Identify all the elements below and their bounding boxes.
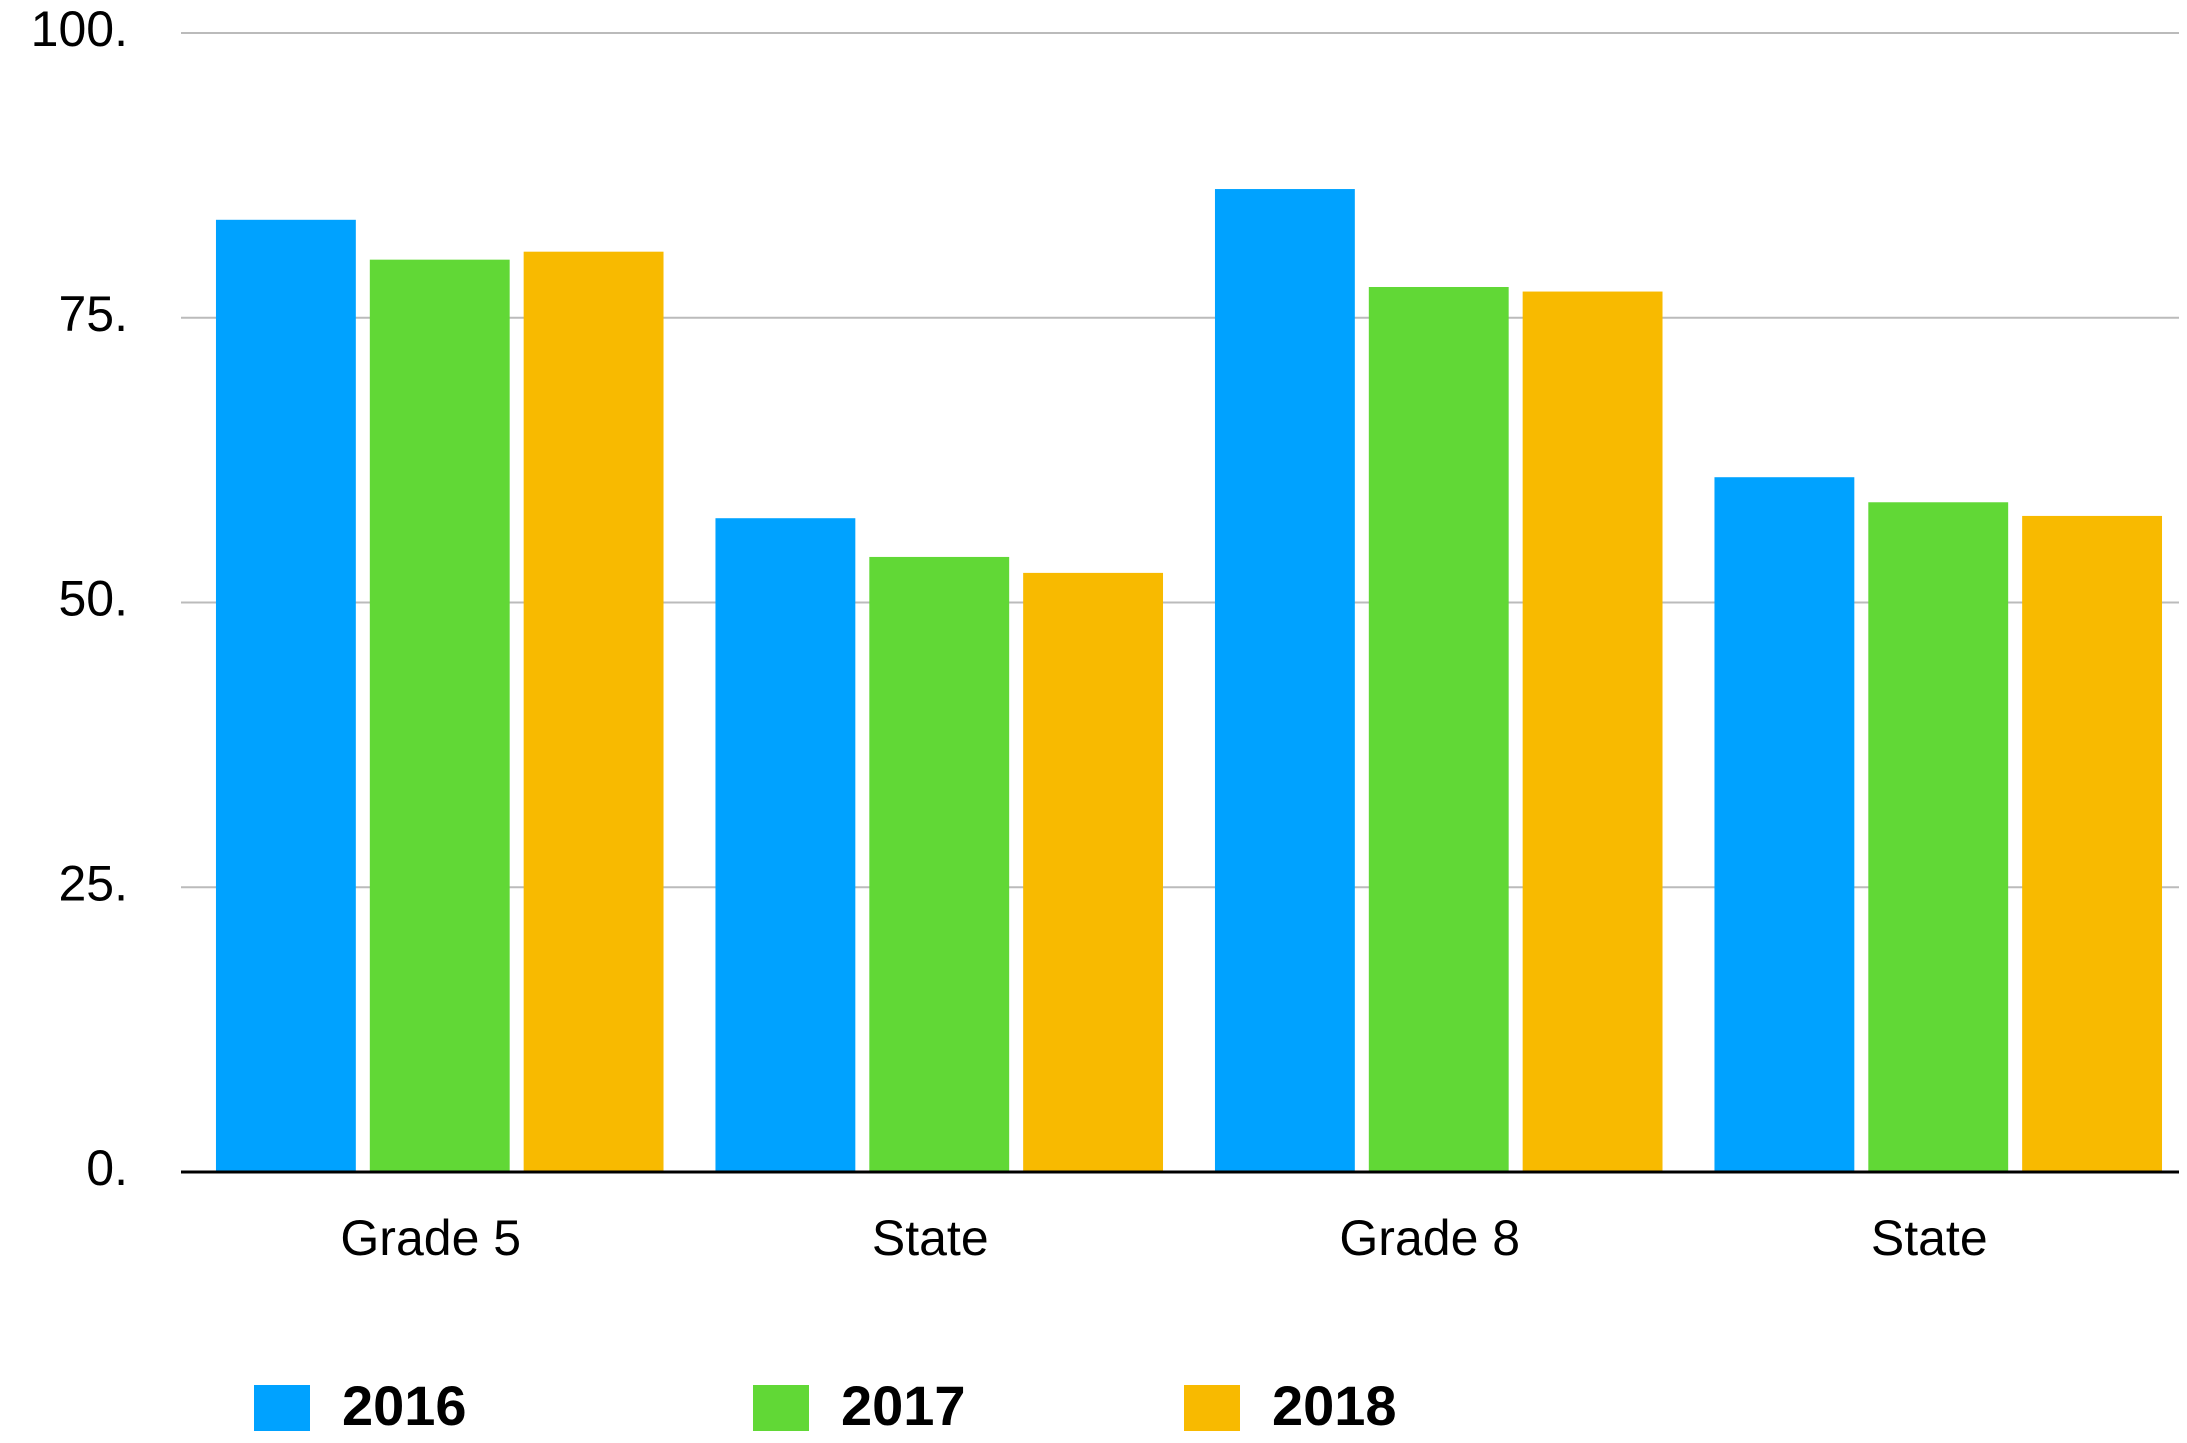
legend-swatch [753, 1385, 809, 1431]
y-tick-label: 25. [58, 855, 128, 911]
legend-label: 2018 [1272, 1374, 1397, 1437]
legend-label: 2016 [342, 1374, 467, 1437]
bar [1023, 572, 1164, 1172]
bar [1714, 477, 1855, 1173]
y-tick-label: 100. [31, 1, 128, 57]
x-tick-label: State [872, 1210, 989, 1266]
bar [369, 259, 510, 1172]
y-tick-label: 50. [58, 571, 128, 627]
bar [1214, 189, 1355, 1173]
bar [1868, 502, 2009, 1172]
bar [1368, 286, 1509, 1172]
bar [523, 251, 664, 1173]
bar [715, 518, 856, 1172]
legend-label: 2017 [841, 1374, 966, 1437]
bar [2022, 515, 2163, 1172]
y-tick-label: 0. [86, 1140, 128, 1196]
bar [869, 556, 1010, 1172]
x-tick-label: Grade 8 [1339, 1210, 1520, 1266]
y-tick-label: 75. [58, 286, 128, 342]
legend-swatch [254, 1385, 310, 1431]
legend-swatch [1184, 1385, 1240, 1431]
bar [215, 219, 356, 1172]
x-tick-label: State [1871, 1210, 1988, 1266]
x-tick-label: Grade 5 [340, 1210, 521, 1266]
bar [1522, 291, 1663, 1173]
